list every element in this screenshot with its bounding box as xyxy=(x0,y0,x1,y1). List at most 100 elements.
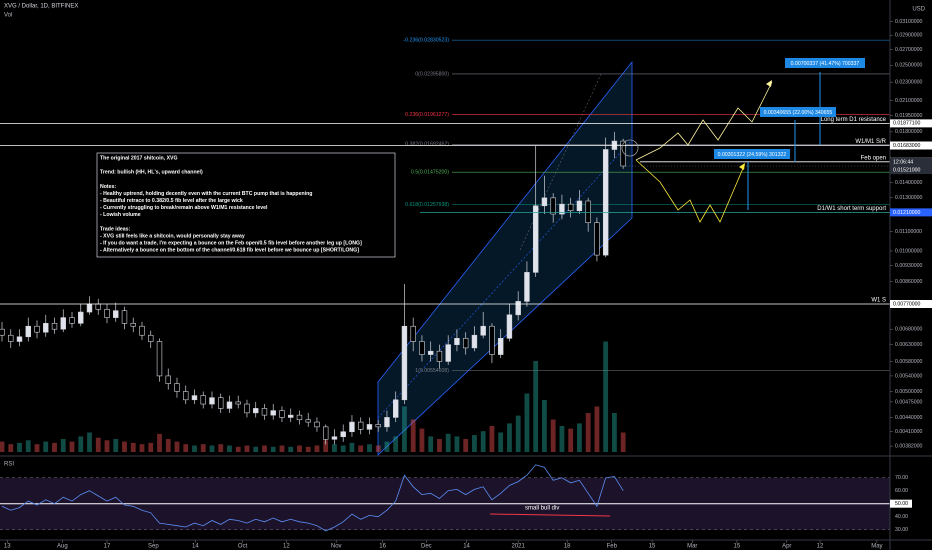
candle-body xyxy=(261,408,268,416)
x-tick-label: 14 xyxy=(463,544,470,550)
x-tick-label: 18 xyxy=(564,544,571,550)
note-line: - XVG still feels like a shitcoin, would… xyxy=(100,233,245,239)
countdown: 12:06:44 xyxy=(893,159,913,165)
rsi-label: RSI xyxy=(4,462,14,468)
volume-bar xyxy=(585,413,591,452)
candle-body xyxy=(410,325,416,342)
candle-body xyxy=(78,311,84,324)
y-tick-label: 0.03100000 xyxy=(895,19,923,25)
candle-body xyxy=(305,419,311,423)
x-tick-label: Mar xyxy=(687,544,697,550)
volume-label: Vol xyxy=(4,13,12,19)
volume-bar xyxy=(515,415,521,452)
price-box xyxy=(890,141,932,150)
x-tick-label: Nov xyxy=(331,544,342,550)
x-tick-label: 14 xyxy=(192,544,199,550)
volume-bar xyxy=(288,446,294,452)
candle-body xyxy=(25,325,31,338)
volume-bar xyxy=(620,432,626,452)
price-box xyxy=(890,119,932,128)
volume-bar xyxy=(8,444,14,452)
volume-bar xyxy=(314,445,320,452)
volume-bar xyxy=(577,423,582,452)
volume-bar xyxy=(410,419,416,452)
candle-body xyxy=(585,200,591,223)
last-price: 0.01521000 xyxy=(893,167,921,173)
volume-bar xyxy=(279,445,285,452)
axes: 0.03100000 0.02900000 0.02700000 0.02500000… xyxy=(4,19,932,550)
volume-bar xyxy=(507,423,512,452)
candle-body xyxy=(191,395,198,401)
fib-label: 0.618(0.01257938) xyxy=(405,202,449,208)
y-tick-label: 0.00475000 xyxy=(895,399,923,405)
y-tick-label: 0.00540000 xyxy=(895,373,923,379)
rsi-tick-label: 50.00 xyxy=(895,501,908,507)
volume-bar xyxy=(428,436,434,452)
volume-bar xyxy=(122,441,127,452)
x-tick-label: May xyxy=(871,544,882,550)
candle-body xyxy=(148,334,154,342)
candle-body xyxy=(34,325,40,333)
candle-body xyxy=(244,403,250,414)
volume-bar xyxy=(340,445,346,452)
volume-bar xyxy=(568,428,574,452)
price-box xyxy=(890,299,932,308)
candle-body xyxy=(165,375,171,384)
candle-body xyxy=(567,203,574,212)
note-line: - Lowish volume xyxy=(100,212,141,218)
candle-body xyxy=(60,317,66,330)
volume-bar xyxy=(349,442,355,452)
fib-label: -0.236(0.02830523) xyxy=(403,37,449,43)
y-tick-label: 0.02100000 xyxy=(895,98,923,104)
x-tick-label: Aug xyxy=(57,544,68,550)
volume-bar xyxy=(104,440,110,452)
candle-body xyxy=(314,421,320,428)
candle-body xyxy=(576,200,583,212)
y-tick-label: 0.00440000 xyxy=(895,415,923,421)
candle-body xyxy=(445,344,451,362)
volume-bar xyxy=(139,444,145,452)
note-line: Notes: xyxy=(100,184,116,190)
x-tick-label: 16 xyxy=(379,544,386,550)
volume-bar xyxy=(550,419,556,452)
volume-bar xyxy=(463,439,469,452)
rsi-line xyxy=(1,464,624,532)
candle-body xyxy=(559,203,565,215)
y-tick-label: 0.01950000 xyxy=(895,113,923,119)
y-tick-label: 0.01100000 xyxy=(895,229,922,235)
fib-label: 1(0.00554608) xyxy=(415,368,449,374)
price-box xyxy=(890,158,932,175)
volume-bar xyxy=(148,442,154,452)
price-box-label: 0.01877100 xyxy=(893,121,921,127)
candle-body xyxy=(366,424,373,430)
candle-body xyxy=(384,417,390,428)
candle-body xyxy=(296,414,303,421)
candle-body xyxy=(113,310,119,318)
candle-body xyxy=(86,303,93,313)
candle-body xyxy=(43,323,49,333)
volume-bar xyxy=(594,406,600,452)
x-tick-label: Apr xyxy=(782,544,791,550)
projection-label: 0.00340655 (22.00%) 340655 xyxy=(764,110,833,116)
candle-body xyxy=(375,424,381,428)
projection-alt xyxy=(635,159,745,223)
volume-bar xyxy=(17,442,22,452)
candle-body xyxy=(358,421,364,430)
y-tick-label: 0.00500000 xyxy=(895,389,923,395)
candle-body xyxy=(323,426,329,440)
volume-bar xyxy=(367,444,372,452)
y-tick-label: 0.00930000 xyxy=(895,263,923,269)
x-tick-label: 15 xyxy=(734,544,741,550)
candle-body xyxy=(235,401,241,405)
volume-bar xyxy=(87,432,92,452)
candle-body xyxy=(515,301,521,316)
candle-body xyxy=(104,309,110,318)
candle-body xyxy=(620,140,626,167)
volume-bar xyxy=(95,437,101,452)
volume-bar xyxy=(262,445,267,452)
volume-bar xyxy=(200,444,206,452)
candle-body xyxy=(130,323,136,327)
candle-body xyxy=(331,436,338,440)
y-tick-label: 0.00680000 xyxy=(895,327,923,333)
candle-body xyxy=(419,341,425,355)
